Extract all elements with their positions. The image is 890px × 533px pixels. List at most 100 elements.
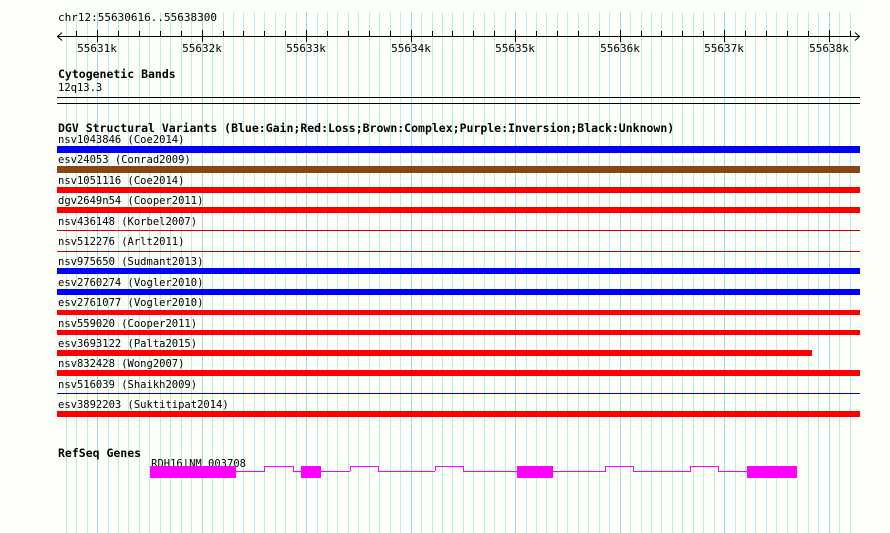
ruler-tick-minor (599, 31, 600, 37)
intron-line (576, 471, 606, 472)
ruler-tick-major (829, 30, 830, 42)
ruler-tick-minor (766, 31, 767, 37)
arrow-left-icon (57, 32, 65, 41)
intron-line (604, 466, 634, 467)
dgv-variant-bar[interactable] (57, 309, 860, 315)
dgv-variant-label: esv3693122 (Palta2015) (58, 338, 198, 350)
intron-connector (690, 466, 692, 471)
dgv-variant-row[interactable]: esv24053 (Conrad2009) (57, 154, 860, 174)
intron-line (349, 466, 379, 467)
intron-line (491, 471, 521, 472)
ruler-tick-minor (808, 31, 809, 37)
dgv-variant-row[interactable]: nsv1051116 (Coe2014) (57, 175, 860, 195)
dgv-variant-label: nsv512276 (Arlt2011) (58, 236, 185, 248)
ruler-tick-minor (661, 31, 662, 37)
intron-line (718, 471, 748, 472)
location-label: chr12:55630616..55638300 (58, 11, 217, 24)
dgv-variant-label: esv2761077 (Vogler2010) (58, 297, 204, 310)
ruler-tick-major (202, 30, 203, 42)
gene-exon[interactable] (301, 466, 322, 478)
dgv-variant-row[interactable]: esv2760274 (Vogler2010) (57, 277, 860, 297)
dgv-variant-bar[interactable] (57, 330, 860, 336)
dgv-variant-bar[interactable] (57, 370, 860, 377)
dgv-track-title: DGV Structural Variants (Blue:Gain;Red:L… (58, 121, 675, 135)
intron-line (377, 471, 407, 472)
ruler-tick-minor (432, 31, 433, 37)
ruler-tick-major (411, 30, 412, 42)
ruler-tick-minor (536, 31, 537, 37)
dgv-variant-bar[interactable] (57, 288, 860, 295)
ruler-tick-minor (787, 31, 788, 37)
ruler-tick-minor (745, 31, 746, 37)
cytogenetic-bands-title: Cytogenetic Bands (58, 67, 176, 81)
gene-exon[interactable] (517, 466, 554, 478)
ruler-tick-minor (641, 31, 642, 37)
ruler-tick-minor (243, 31, 244, 37)
gene-exon[interactable] (150, 466, 237, 478)
gene-exon[interactable] (746, 466, 797, 478)
dgv-variant-bar[interactable] (57, 268, 860, 275)
ruler-tick-minor (369, 31, 370, 37)
ruler-tick-major (97, 30, 98, 42)
dgv-variant-bar[interactable] (57, 350, 812, 356)
intron-connector (292, 466, 294, 471)
dgv-variant-bar[interactable] (57, 186, 860, 193)
dgv-variant-row[interactable]: nsv516039 (Shaikh2009) (57, 379, 860, 399)
dgv-variant-bar[interactable] (57, 393, 860, 395)
dgv-variant-bar[interactable] (57, 250, 860, 252)
ruler-tick-minor (703, 31, 704, 37)
ruler-tick-major (515, 30, 516, 42)
dgv-variant-row[interactable]: esv3892203 (Suktitipat2014) (57, 399, 860, 419)
ruler-tick-label: 55635k (495, 42, 535, 55)
ruler-tick-label: 55636k (600, 42, 640, 55)
dgv-variant-row[interactable]: nsv512276 (Arlt2011) (57, 236, 860, 256)
dgv-variant-row[interactable]: nsv832428 (Wong2007) (57, 358, 860, 378)
dgv-variant-row[interactable]: nsv559020 (Cooper2011) (57, 318, 860, 338)
ruler-tick-label: 55633k (286, 42, 326, 55)
dgv-variant-row[interactable]: dgv2649n54 (Cooper2011) (57, 195, 860, 215)
ruler-tick-minor (390, 31, 391, 37)
dgv-variant-label: dgv2649n54 (Cooper2011) (58, 195, 204, 208)
coordinate-ruler[interactable]: 55631k 55632k 55633k 55634k 55635k 55636k 5563… (57, 30, 860, 55)
intron-line (406, 471, 436, 472)
dgv-variant-bar[interactable] (57, 145, 860, 153)
dgv-variant-label: nsv559020 (Cooper2011) (58, 317, 198, 330)
dgv-variant-bar[interactable] (57, 230, 860, 232)
intron-line (264, 466, 294, 467)
ruler-tick-label: 55637k (704, 42, 744, 55)
dgv-variant-bar[interactable] (57, 165, 860, 173)
intron-line (661, 471, 691, 472)
ruler-tick-minor (264, 31, 265, 37)
ruler-tick-label: 55632k (182, 42, 222, 55)
ruler-tick-label: 55631k (77, 42, 117, 55)
intron-line (236, 471, 266, 472)
ruler-tick-minor (452, 31, 453, 37)
dgv-variant-label: nsv1043846 (Coe2014) (58, 134, 185, 146)
intron-connector (264, 466, 266, 471)
dgv-variant-row[interactable]: nsv436148 (Korbel2007) (57, 216, 860, 236)
intron-line (633, 471, 663, 472)
dgv-variant-row[interactable]: esv3693122 (Palta2015) (57, 338, 860, 358)
intron-line (548, 471, 578, 472)
section-divider-bottom (57, 103, 860, 104)
dgv-variant-bar[interactable] (57, 411, 860, 418)
ruler-tick-minor (850, 31, 851, 37)
ruler-tick-minor (223, 31, 224, 37)
ruler-tick-major (620, 30, 621, 42)
dgv-variant-row[interactable]: esv2761077 (Vogler2010) (57, 297, 860, 317)
dgv-variant-row[interactable]: nsv975650 (Sudmant2013) (57, 256, 860, 276)
ruler-tick-minor (181, 31, 182, 37)
section-divider-top (57, 97, 860, 98)
intron-connector (604, 466, 606, 471)
dgv-variant-label: esv3892203 (Suktitipat2014) (58, 399, 229, 412)
dgv-variant-bar[interactable] (57, 207, 860, 214)
cytoband-label[interactable]: 12q13.3 (58, 82, 103, 94)
ruler-tick-minor (348, 31, 349, 37)
ruler-axis (57, 36, 860, 37)
dgv-variant-label: esv2760274 (Vogler2010) (58, 276, 204, 289)
intron-connector (377, 466, 379, 471)
dgv-variant-label: nsv1051116 (Coe2014) (58, 174, 185, 187)
dgv-variant-row[interactable]: nsv1043846 (Coe2014) (57, 134, 860, 154)
dgv-variant-label: nsv832428 (Wong2007) (58, 358, 185, 371)
intron-connector (434, 466, 436, 471)
